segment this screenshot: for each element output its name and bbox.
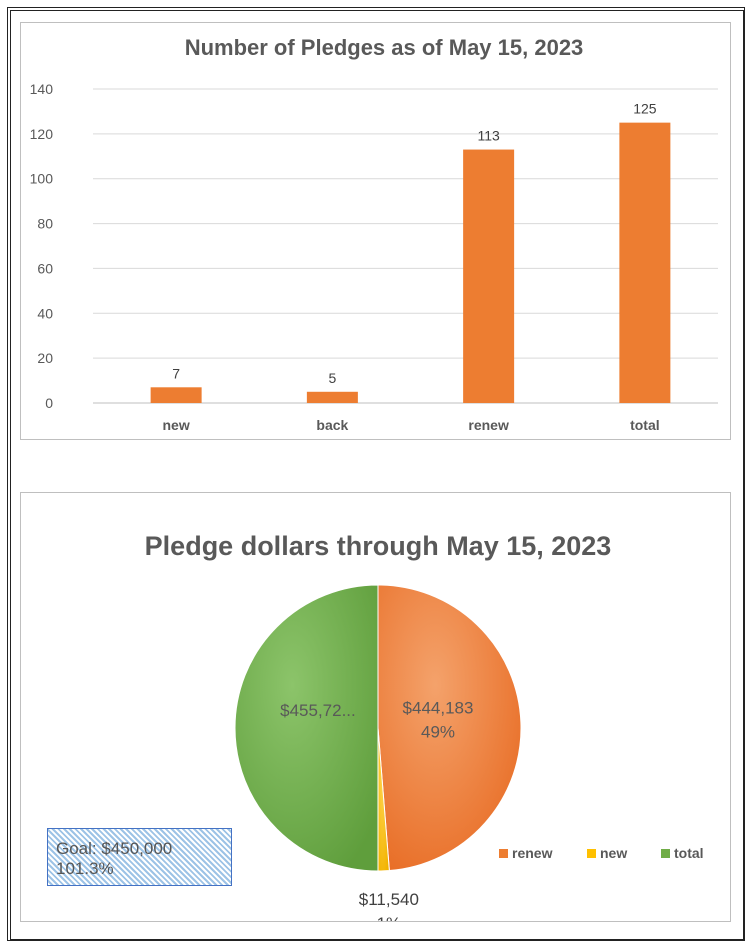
bar-chart: Number of Pledges as of May 15, 2023 0 20… — [30, 35, 718, 433]
goal-amount: Goal: $450,000 — [56, 839, 173, 858]
legend-swatch-renew — [499, 849, 508, 858]
bar-y-tick-labels: 0 20 40 60 80 100 120 140 — [30, 81, 54, 411]
pie-legend: renew new total — [499, 845, 704, 861]
y-tick-label: 140 — [30, 81, 54, 97]
pie-percent-label: 49% — [421, 723, 455, 742]
legend-label: total — [674, 845, 704, 861]
x-tick-label: total — [630, 417, 660, 433]
bar-renew — [463, 149, 515, 403]
pie-value-label: $444,183 — [403, 699, 474, 718]
x-tick-label: renew — [468, 417, 509, 433]
bar-data-label: 113 — [477, 128, 500, 144]
y-tick-label: 80 — [37, 216, 53, 232]
x-tick-label: new — [163, 417, 190, 433]
pie-data-labels: $444,183 49% $11,540 1% $455,72... — [280, 699, 474, 933]
goal-callout: Goal: $450,000 101.3% — [47, 828, 232, 886]
bar-data-label: 7 — [172, 365, 180, 381]
pie-percent-label: 1% — [377, 914, 402, 921]
pie-chart-title: Pledge dollars through May 15, 2023 — [145, 531, 612, 561]
y-tick-label: 20 — [37, 350, 53, 366]
bar-gridlines — [93, 88, 718, 404]
bar-total — [619, 122, 671, 404]
pie-value-label: $11,540 — [359, 890, 419, 909]
bar-series — [150, 122, 671, 404]
pie-slices — [234, 584, 522, 872]
pie-chart-container: Pledge dollars through May 15, 2023 $444… — [20, 492, 731, 933]
bar-data-labels: 7 5 113 125 — [172, 101, 657, 386]
y-tick-label: 40 — [37, 305, 53, 321]
x-tick-label: back — [316, 417, 348, 433]
legend-label: renew — [512, 845, 553, 861]
legend-swatch-new — [587, 849, 596, 858]
legend-label: new — [600, 845, 627, 861]
pie-slice-total — [234, 584, 379, 872]
pie-slice-renew — [377, 584, 522, 872]
outer-frame — [7, 7, 745, 941]
bar-data-label: 125 — [633, 101, 657, 117]
pie-chart: Pledge dollars through May 15, 2023 $444… — [145, 531, 704, 933]
bar-chart-title: Number of Pledges as of May 15, 2023 — [185, 35, 584, 60]
inner-frame — [10, 10, 744, 940]
y-tick-label: 100 — [30, 171, 54, 187]
bar-data-label: 5 — [328, 370, 336, 386]
bar-x-tick-labels: new back renew total — [163, 417, 660, 433]
y-tick-label: 120 — [30, 126, 54, 142]
legend-swatch-total — [661, 849, 670, 858]
goal-percent: 101.3% — [56, 859, 114, 878]
bar-back — [306, 391, 358, 403]
pie-value-label: $455,72... — [280, 701, 356, 720]
y-tick-label: 0 — [45, 395, 53, 411]
bar-chart-container: Number of Pledges as of May 15, 2023 0 20… — [20, 22, 731, 440]
bar-new — [150, 387, 202, 403]
y-tick-label: 60 — [37, 260, 53, 276]
